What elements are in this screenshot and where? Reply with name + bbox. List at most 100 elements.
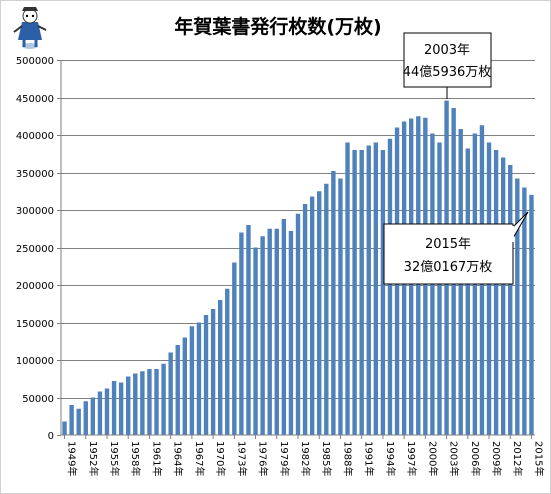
bar-1990 [352, 150, 357, 435]
x-tick-label: 1961年 [150, 441, 163, 476]
bar-1984 [309, 196, 315, 435]
x-tick-label: 1991年 [363, 441, 376, 476]
bar-1957 [118, 382, 124, 435]
bar-1995 [387, 138, 393, 435]
x-tick-label: 2012年 [511, 441, 524, 476]
bar-2009 [486, 142, 492, 435]
bar-1961 [147, 369, 152, 435]
bar-1965 [175, 345, 180, 435]
x-tick-label: 1973年 [235, 441, 248, 476]
y-tick-label: 150000 [16, 319, 54, 330]
bar-1974 [239, 232, 244, 435]
x-tick-label: 1985年 [320, 441, 333, 476]
x-tick-label: 2009年 [490, 441, 503, 476]
x-tick-label: 1988年 [341, 441, 354, 476]
chart-title: 年賀葉書発行枚数(万枚) [174, 15, 381, 38]
bar-1968 [196, 322, 202, 435]
bar-1971 [217, 300, 223, 435]
bar-1980 [281, 219, 287, 435]
bar-1973 [232, 262, 237, 435]
bar-2010 [493, 150, 499, 435]
y-tick-label: 350000 [16, 169, 54, 180]
y-tick-label: 250000 [16, 244, 54, 255]
bar-1989 [345, 142, 350, 435]
bar-1954 [97, 391, 103, 435]
bar-2014 [522, 187, 527, 435]
x-tick-label: 1970年 [214, 441, 227, 476]
bar-1960 [140, 371, 145, 435]
bar-1975 [246, 225, 251, 435]
x-tick-label: 1955年 [108, 441, 121, 476]
bar-1962 [154, 369, 159, 435]
x-tick-label: 1967年 [193, 441, 206, 476]
callout-2015-value: 32億0167万枚 [404, 259, 493, 275]
x-tick-label: 2000年 [426, 441, 439, 476]
bar-1955 [104, 388, 110, 435]
bar-1952 [83, 401, 88, 435]
y-tick-label: 100000 [16, 356, 54, 367]
bar-1988 [338, 178, 343, 435]
bar-1949 [62, 421, 67, 435]
y-tick-label: 50000 [22, 394, 54, 405]
x-axis-ticks: 1949年 1952年 1955年 1958年 1961年 1964年 1967年 1970年… [64, 435, 545, 476]
x-tick-label: 1958年 [129, 441, 142, 476]
x-tick-label: 1964年 [172, 441, 185, 476]
bar-1994 [380, 150, 386, 435]
x-tick-label: 1982年 [299, 441, 312, 476]
callout-2003-value: 44億5936万枚 [403, 64, 492, 80]
x-tick-label: 1976年 [257, 441, 270, 476]
y-axis-ticks: 0 50000 100000 150000 200000 250000 300000 3500… [16, 56, 61, 442]
bar-1983 [302, 204, 308, 435]
bar-1970 [210, 309, 216, 435]
bar-2011 [500, 157, 506, 435]
bar-1951 [76, 408, 81, 435]
bar-2002 [437, 142, 442, 435]
mascot-logo [13, 7, 47, 49]
bar-1972 [225, 288, 230, 435]
x-tick-label: 1994年 [384, 441, 397, 476]
x-tick-label: 1949年 [66, 441, 79, 476]
x-tick-label: 2006年 [469, 441, 482, 476]
callout-2003-year: 2003年 [424, 43, 470, 58]
bar-1950 [69, 405, 74, 435]
bar-1993 [373, 142, 379, 435]
bar-1982 [295, 213, 301, 435]
bar-2006 [465, 148, 470, 435]
y-tick-label: 300000 [16, 206, 54, 217]
x-tick-label: 2015年 [532, 441, 545, 476]
bar-2015 [529, 194, 534, 435]
bar-1986 [324, 183, 329, 435]
bar-1963 [161, 363, 166, 435]
x-tick-label: 1952年 [87, 441, 100, 476]
bar-1985 [317, 191, 322, 435]
bar-1969 [203, 315, 209, 435]
bar-1953 [90, 397, 96, 435]
bar-1967 [189, 326, 195, 435]
y-tick-label: 400000 [16, 131, 54, 142]
x-tick-label: 1979年 [278, 441, 291, 476]
bar-1966 [182, 337, 187, 435]
bar-1977 [260, 236, 265, 435]
callout-2015-year: 2015年 [425, 237, 471, 252]
bar-1956 [111, 381, 117, 435]
callout-2003: 2003年 44億5936万枚 [403, 32, 492, 99]
callout-2015: 2015年 32億0167万枚 [383, 211, 529, 285]
x-tick-label: 2003年 [448, 441, 461, 476]
y-tick-label: 0 [48, 431, 54, 442]
bar-1958 [126, 376, 131, 435]
bar-1981 [288, 231, 294, 435]
x-tick-label: 1997年 [405, 441, 418, 476]
bar-2013 [515, 178, 520, 435]
bar-2012 [508, 165, 513, 435]
y-tick-label: 500000 [16, 56, 54, 67]
bar-1964 [168, 352, 173, 435]
bar-1992 [366, 145, 371, 435]
y-tick-label: 200000 [16, 281, 54, 292]
bar-1979 [274, 228, 279, 435]
bar-1978 [267, 228, 272, 435]
bar-1959 [133, 373, 138, 435]
bar-1991 [359, 150, 364, 435]
y-tick-label: 450000 [16, 94, 54, 105]
